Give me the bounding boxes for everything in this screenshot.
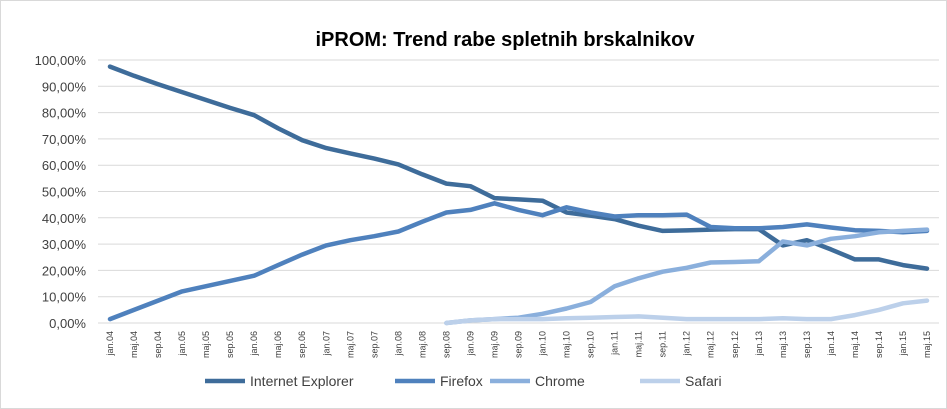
legend-label: Internet Explorer — [250, 373, 354, 389]
x-tick-label: maj.11 — [634, 331, 644, 357]
x-tick-label: jan.12 — [682, 331, 692, 357]
y-tick-label: 80,00% — [42, 106, 87, 121]
x-tick-label: maj.07 — [345, 331, 355, 358]
series-line — [107, 201, 930, 322]
x-tick-label: sep.07 — [369, 331, 379, 358]
x-tick-label: sep.10 — [586, 331, 596, 358]
x-tick-label: maj.15 — [922, 331, 932, 358]
x-tick-label: sep.09 — [514, 331, 524, 358]
y-tick-label: 90,00% — [42, 79, 87, 94]
x-tick-label: sep.05 — [225, 331, 235, 358]
series-line — [444, 227, 930, 326]
x-tick-label: sep.14 — [874, 331, 884, 358]
x-tick-label: sep.08 — [441, 331, 451, 358]
legend-label: Safari — [685, 373, 722, 389]
y-tick-label: 30,00% — [42, 237, 87, 252]
x-tick-label: maj.13 — [778, 331, 788, 358]
x-tick-label: jan.06 — [249, 331, 259, 357]
x-tick-label: jan.11 — [610, 331, 620, 356]
x-tick-label: jan.15 — [898, 331, 908, 357]
legend-label: Firefox — [440, 373, 483, 389]
x-tick-label: jan.09 — [465, 331, 475, 357]
x-tick-label: sep.06 — [297, 331, 307, 358]
x-tick-label: maj.08 — [417, 331, 427, 358]
x-tick-label: maj.12 — [706, 331, 716, 358]
y-tick-label: 60,00% — [42, 158, 87, 173]
x-tick-label: sep.13 — [802, 331, 812, 358]
y-tick-label: 40,00% — [42, 211, 87, 226]
x-tick-label: sep.11 — [658, 331, 668, 357]
x-tick-label: jan.10 — [538, 331, 548, 357]
x-tick-label: maj.14 — [850, 331, 860, 358]
x-tick-label: jan.04 — [105, 331, 115, 357]
x-tick-label: maj.10 — [562, 331, 572, 358]
series-line — [444, 298, 930, 326]
chart-title: iPROM: Trend rabe spletnih brskalnikov — [316, 29, 696, 51]
x-tick-label: sep.04 — [153, 331, 163, 358]
y-tick-label: 10,00% — [42, 290, 87, 305]
x-tick-label: maj.04 — [129, 331, 139, 358]
x-tick-label: jan.14 — [826, 331, 836, 357]
x-tick-label: maj.06 — [273, 331, 283, 358]
x-tick-label: jan.07 — [321, 331, 331, 357]
x-tick-label: jan.05 — [177, 331, 187, 357]
x-tick-label: jan.08 — [393, 331, 403, 357]
legend-label: Chrome — [535, 373, 585, 389]
x-tick-label: maj.09 — [489, 331, 499, 358]
x-tick-label: sep.12 — [730, 331, 740, 358]
y-tick-label: 50,00% — [42, 185, 87, 200]
x-tick-label: jan.13 — [754, 331, 764, 357]
x-tick-label: maj.05 — [201, 331, 211, 358]
y-tick-label: 100,00% — [35, 53, 87, 68]
y-tick-label: 20,00% — [42, 263, 87, 278]
y-tick-label: 0,00% — [49, 316, 86, 331]
y-tick-label: 70,00% — [42, 132, 87, 147]
